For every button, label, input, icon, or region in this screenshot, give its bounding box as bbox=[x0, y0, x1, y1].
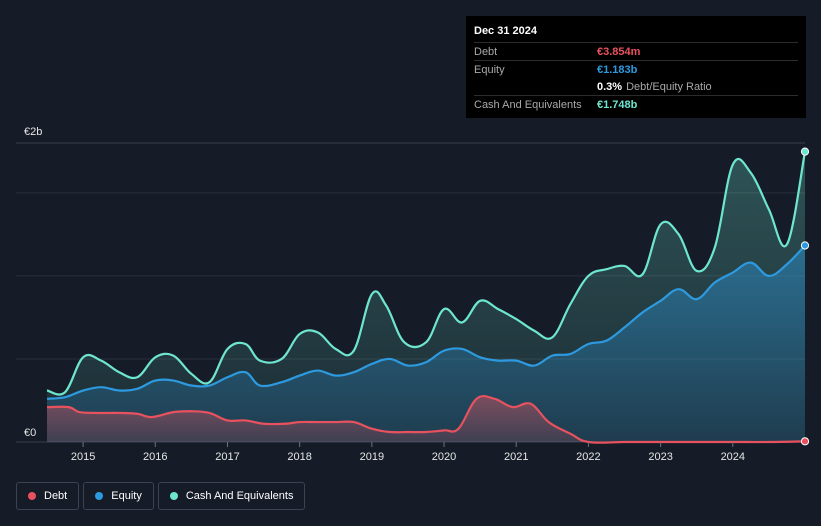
x-tick-label-2017: 2017 bbox=[215, 451, 239, 463]
debt-area bbox=[47, 396, 805, 443]
axis-labels: €0 €2b 2015 2016 2017 2018 2019 2020 2021 2022 202… bbox=[24, 126, 745, 463]
legend-cash-dot-icon bbox=[169, 492, 178, 500]
legend-item-debt[interactable]: Debt bbox=[16, 482, 80, 510]
legend: Debt Equity Cash And Equivalents bbox=[16, 482, 306, 510]
legend-debt-label: Debt bbox=[44, 490, 68, 502]
tooltip-cash-label: Cash And Equivalents bbox=[474, 98, 582, 111]
series-end-points bbox=[800, 147, 810, 446]
cash-line bbox=[46, 151, 807, 396]
x-tick-label-2021: 2021 bbox=[504, 451, 528, 463]
tooltip-equity-label: Equity bbox=[474, 63, 505, 76]
legend-debt-dot-icon bbox=[28, 492, 36, 500]
y-tick-label-0: €0 bbox=[24, 427, 36, 439]
tooltip-debt-value: €3.854m bbox=[597, 45, 641, 58]
x-tick-label-2018: 2018 bbox=[287, 451, 311, 463]
x-tick-label-2016: 2016 bbox=[143, 451, 167, 463]
tooltip-row-cash: Cash And Equivalents €1.748b bbox=[474, 95, 798, 113]
data-tooltip: Dec 31 2024 Debt €3.854m Equity €1.183b … bbox=[466, 16, 806, 118]
tooltip-row-equity: Equity €1.183b bbox=[474, 60, 798, 78]
tooltip-equity-value: €1.183b bbox=[597, 63, 638, 76]
series-areas bbox=[47, 151, 805, 443]
equity-line bbox=[46, 244, 806, 400]
tooltip-row-debt: Debt €3.854m bbox=[474, 42, 798, 60]
y-tick-label-1: €2b bbox=[24, 126, 42, 138]
x-tick-label-2024: 2024 bbox=[721, 451, 745, 463]
x-tick-label-2023: 2023 bbox=[648, 451, 672, 463]
equity-end-point bbox=[800, 241, 810, 250]
legend-equity-label: Equity bbox=[111, 490, 142, 502]
cash-end-point bbox=[800, 147, 810, 156]
tooltip-debt-label: Debt bbox=[474, 45, 498, 58]
x-tick-label-2020: 2020 bbox=[432, 451, 456, 463]
x-tick-label-2015: 2015 bbox=[71, 451, 95, 463]
tooltip-ratio-label: Debt/Equity Ratio bbox=[626, 80, 712, 93]
equity-area bbox=[47, 245, 805, 442]
tooltip-row-ratio: 0.3% Debt/Equity Ratio bbox=[474, 78, 798, 95]
tooltip-cash-value: €1.748b bbox=[597, 98, 638, 111]
legend-item-cash[interactable]: Cash And Equivalents bbox=[157, 482, 306, 510]
tooltip-ratio-value: 0.3% bbox=[597, 80, 623, 93]
x-tick-label-2022: 2022 bbox=[576, 451, 600, 463]
legend-item-equity[interactable]: Equity bbox=[83, 482, 154, 510]
x-tick-label-2019: 2019 bbox=[360, 451, 384, 463]
debt-end-point bbox=[800, 437, 810, 446]
tooltip-date: Dec 31 2024 bbox=[474, 25, 537, 37]
legend-equity-dot-icon bbox=[95, 492, 104, 500]
legend-cash-label: Cash And Equivalents bbox=[185, 490, 294, 502]
